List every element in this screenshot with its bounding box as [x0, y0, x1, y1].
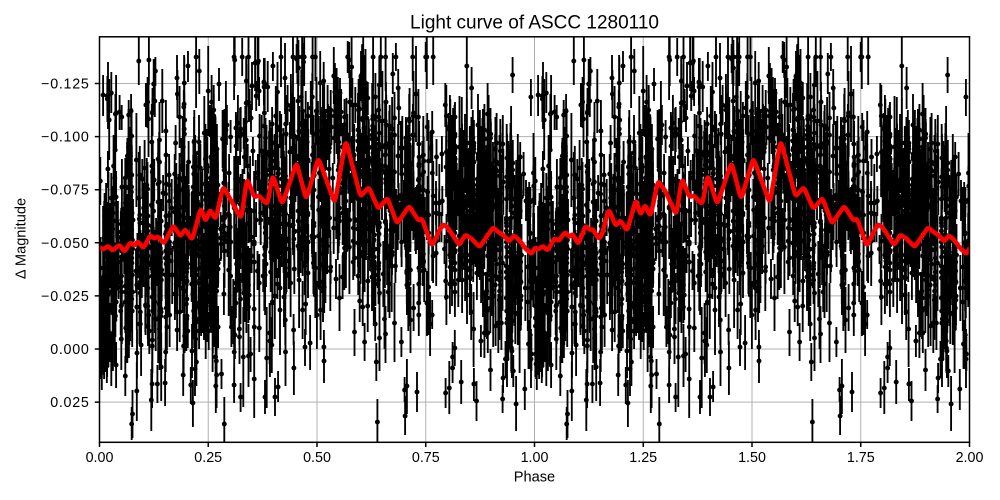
svg-text:0.25: 0.25 [194, 450, 222, 466]
svg-text:−0.125: −0.125 [41, 77, 89, 93]
svg-text:1.25: 1.25 [629, 450, 657, 466]
svg-text:1.50: 1.50 [738, 450, 766, 466]
svg-text:Light curve of ASCC 1280110: Light curve of ASCC 1280110 [410, 13, 659, 34]
svg-text:Δ Magnitude: Δ Magnitude [14, 198, 30, 279]
svg-text:−0.075: −0.075 [41, 183, 89, 199]
svg-text:0.025: 0.025 [50, 395, 89, 411]
svg-text:2.00: 2.00 [956, 450, 984, 466]
svg-text:0.000: 0.000 [50, 342, 89, 358]
svg-text:1.00: 1.00 [521, 450, 549, 466]
svg-text:−0.025: −0.025 [41, 289, 89, 305]
svg-text:0.50: 0.50 [303, 450, 331, 466]
svg-text:1.75: 1.75 [847, 450, 875, 466]
svg-text:0.00: 0.00 [86, 450, 114, 466]
svg-text:−0.050: −0.050 [41, 236, 89, 252]
svg-text:−0.100: −0.100 [41, 130, 89, 146]
svg-text:0.75: 0.75 [412, 450, 440, 466]
svg-text:Phase: Phase [514, 470, 555, 486]
